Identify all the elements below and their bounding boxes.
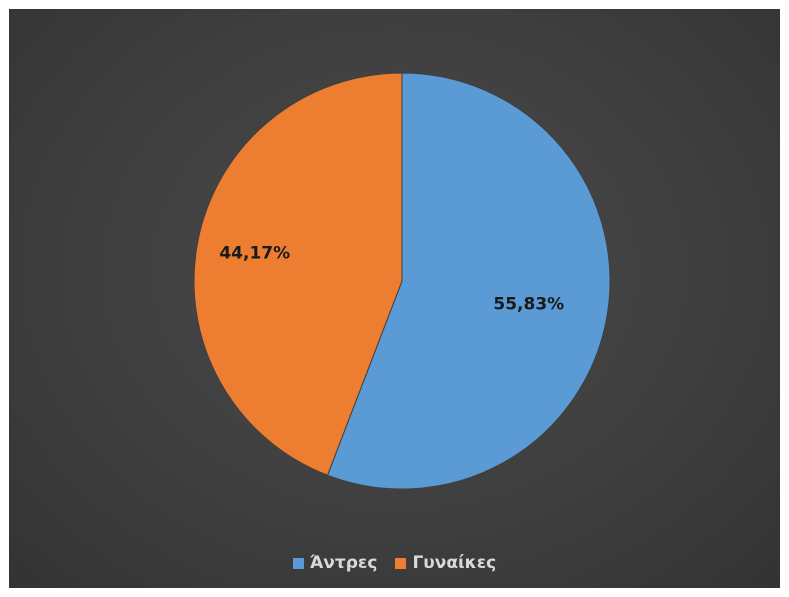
legend-label-women: Γυναίκες [412, 553, 497, 573]
legend-swatch-men [292, 557, 304, 569]
legend: Άντρες Γυναίκες [0, 553, 789, 573]
legend-item-men: Άντρες [292, 553, 378, 573]
legend-label-men: Άντρες [309, 553, 378, 573]
legend-item-women: Γυναίκες [395, 553, 496, 573]
legend-swatch-women [395, 557, 407, 569]
data-label-women: 44,17% [219, 244, 290, 264]
pie-slice-women [193, 72, 403, 476]
pie-slice-men [326, 72, 611, 490]
data-label-men: 55,83% [493, 294, 564, 314]
